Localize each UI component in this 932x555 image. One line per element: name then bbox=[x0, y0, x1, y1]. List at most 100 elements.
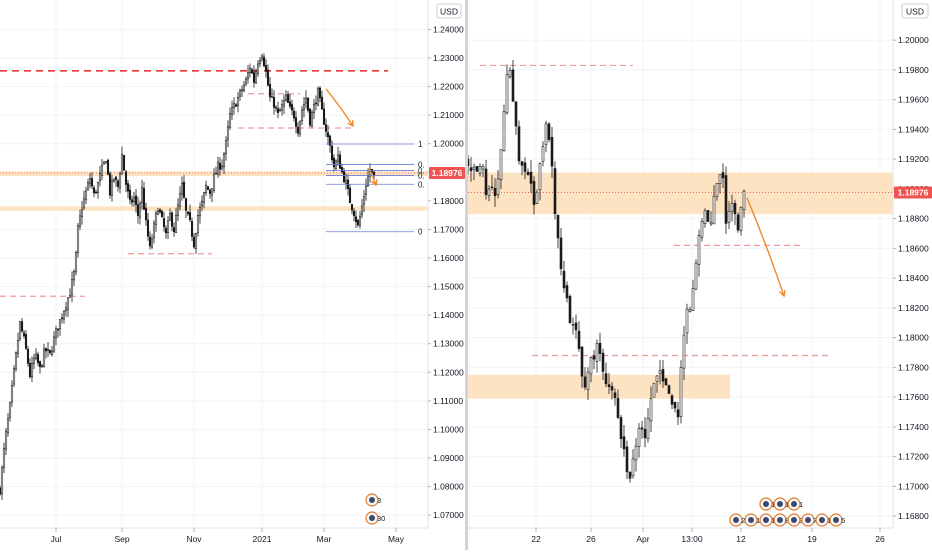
left-currency-badge[interactable]: USD bbox=[436, 3, 462, 19]
left-candle bbox=[332, 157, 336, 168]
right-candle bbox=[532, 181, 536, 205]
right-event-marker[interactable]: 1 bbox=[787, 497, 803, 511]
right-event-flag-dot bbox=[748, 517, 754, 523]
left-candle bbox=[158, 209, 162, 213]
left-candle bbox=[308, 108, 312, 126]
right-ytick-label: 1.17800 bbox=[898, 362, 929, 372]
left-candle bbox=[204, 184, 208, 193]
right-levels bbox=[468, 64, 893, 399]
right-candle bbox=[496, 178, 500, 196]
right-price-axis[interactable]: 1.200001.198001.196001.194001.192001.190… bbox=[893, 35, 929, 521]
left-candle bbox=[226, 126, 230, 140]
left-candle bbox=[8, 402, 12, 418]
left-candle bbox=[218, 162, 222, 170]
right-candle bbox=[739, 206, 743, 231]
left-time-axis[interactable]: Jul Sep Nov 2021 Mar May bbox=[51, 528, 405, 544]
left-candle bbox=[116, 180, 120, 187]
left-candle bbox=[316, 87, 320, 106]
left-candle bbox=[184, 198, 188, 211]
pane-divider[interactable] bbox=[465, 0, 468, 550]
left-candle bbox=[268, 84, 272, 98]
left-candle bbox=[134, 195, 138, 205]
left-candle bbox=[360, 205, 364, 216]
left-arrows bbox=[325, 88, 378, 187]
right-candles bbox=[466, 60, 746, 483]
left-ytick-label: 1.10000 bbox=[433, 424, 464, 434]
right-candle bbox=[472, 166, 476, 170]
right-ytick-label: 1.18000 bbox=[898, 333, 929, 343]
left-forecast-arrow bbox=[325, 88, 354, 127]
right-candle bbox=[598, 342, 602, 354]
right-chart-pane[interactable]: 1.200001.198001.196001.194001.192001.190… bbox=[466, 0, 932, 550]
left-ytick-label: 1.14000 bbox=[433, 310, 464, 320]
right-candle bbox=[619, 417, 623, 439]
right-candle bbox=[553, 168, 557, 214]
left-candle bbox=[356, 220, 360, 226]
right-price-axis-bg bbox=[893, 0, 932, 528]
right-event-marker[interactable]: 1 bbox=[759, 513, 775, 527]
left-candle bbox=[106, 159, 110, 175]
left-ytick-label: 1.24000 bbox=[433, 24, 464, 34]
right-candle bbox=[565, 285, 569, 299]
left-candle bbox=[326, 132, 330, 138]
left-candle bbox=[300, 109, 304, 121]
left-candle bbox=[242, 84, 246, 91]
left-candle bbox=[318, 87, 322, 99]
left-candle bbox=[122, 155, 126, 171]
right-ytick-label: 1.18800 bbox=[898, 214, 929, 224]
right-candle bbox=[523, 162, 527, 172]
left-event-marker[interactable]: 30 bbox=[365, 511, 385, 525]
left-candle bbox=[26, 348, 30, 364]
left-candle bbox=[34, 353, 38, 359]
left-candle bbox=[254, 71, 258, 84]
right-event-marker[interactable]: 3 bbox=[787, 513, 803, 527]
right-candle bbox=[490, 186, 494, 189]
left-ytick-label: 1.09000 bbox=[433, 453, 464, 463]
right-candle bbox=[742, 191, 746, 211]
right-candle bbox=[622, 436, 626, 450]
right-time-axis[interactable]: 22 26 Apr 13:00 12 19 26 bbox=[531, 528, 885, 544]
right-event-marker[interactable]: 5 bbox=[829, 513, 845, 527]
left-candle bbox=[276, 108, 280, 113]
left-candle bbox=[128, 189, 132, 200]
left-candle bbox=[324, 124, 328, 132]
left-candle bbox=[320, 96, 324, 110]
right-grid bbox=[468, 0, 893, 528]
right-candle bbox=[715, 183, 719, 197]
right-candle bbox=[607, 384, 611, 387]
left-candle bbox=[366, 175, 370, 186]
right-event-marker[interactable]: 7 bbox=[801, 513, 817, 527]
left-chart-pane[interactable]: 1 0. 0. 0. 0. 0 1.24000 1.23000 1.22000 1.21000 1… bbox=[0, 0, 465, 550]
right-ytick-label: 1.16800 bbox=[898, 511, 929, 521]
left-candle bbox=[100, 164, 104, 176]
left-candle bbox=[142, 188, 146, 210]
left-candle bbox=[294, 117, 298, 127]
left-candle bbox=[74, 252, 78, 273]
left-candle bbox=[250, 69, 254, 74]
left-candle bbox=[296, 126, 300, 134]
left-candle bbox=[162, 218, 166, 228]
right-candle bbox=[487, 188, 491, 196]
left-xtick-label: 2021 bbox=[253, 534, 272, 544]
right-currency-badge[interactable]: USD bbox=[901, 3, 929, 19]
left-candle bbox=[182, 181, 186, 198]
left-candle bbox=[352, 210, 356, 217]
right-event-flag-dot bbox=[733, 517, 739, 523]
left-chart[interactable]: 10.0.0.0.0 1.240001.230001.220001.210001… bbox=[0, 0, 465, 550]
right-event-marker[interactable]: 8 bbox=[773, 513, 789, 527]
right-candle bbox=[583, 376, 587, 388]
right-candle bbox=[637, 428, 641, 447]
left-event-flag-dot bbox=[369, 497, 375, 503]
right-candle bbox=[736, 214, 740, 231]
right-candle bbox=[721, 172, 725, 179]
left-event-markers[interactable]: 3 30 bbox=[365, 493, 385, 525]
left-candle bbox=[154, 212, 158, 225]
right-candle bbox=[571, 324, 575, 326]
right-event-markers[interactable]: 2012183712511121 bbox=[729, 497, 845, 527]
left-candle bbox=[188, 212, 192, 220]
left-event-marker[interactable]: 3 bbox=[365, 493, 381, 507]
left-candle bbox=[36, 354, 40, 364]
left-candle bbox=[10, 385, 14, 403]
right-chart[interactable]: 1.200001.198001.196001.194001.192001.190… bbox=[466, 0, 932, 550]
left-candle bbox=[178, 193, 182, 207]
